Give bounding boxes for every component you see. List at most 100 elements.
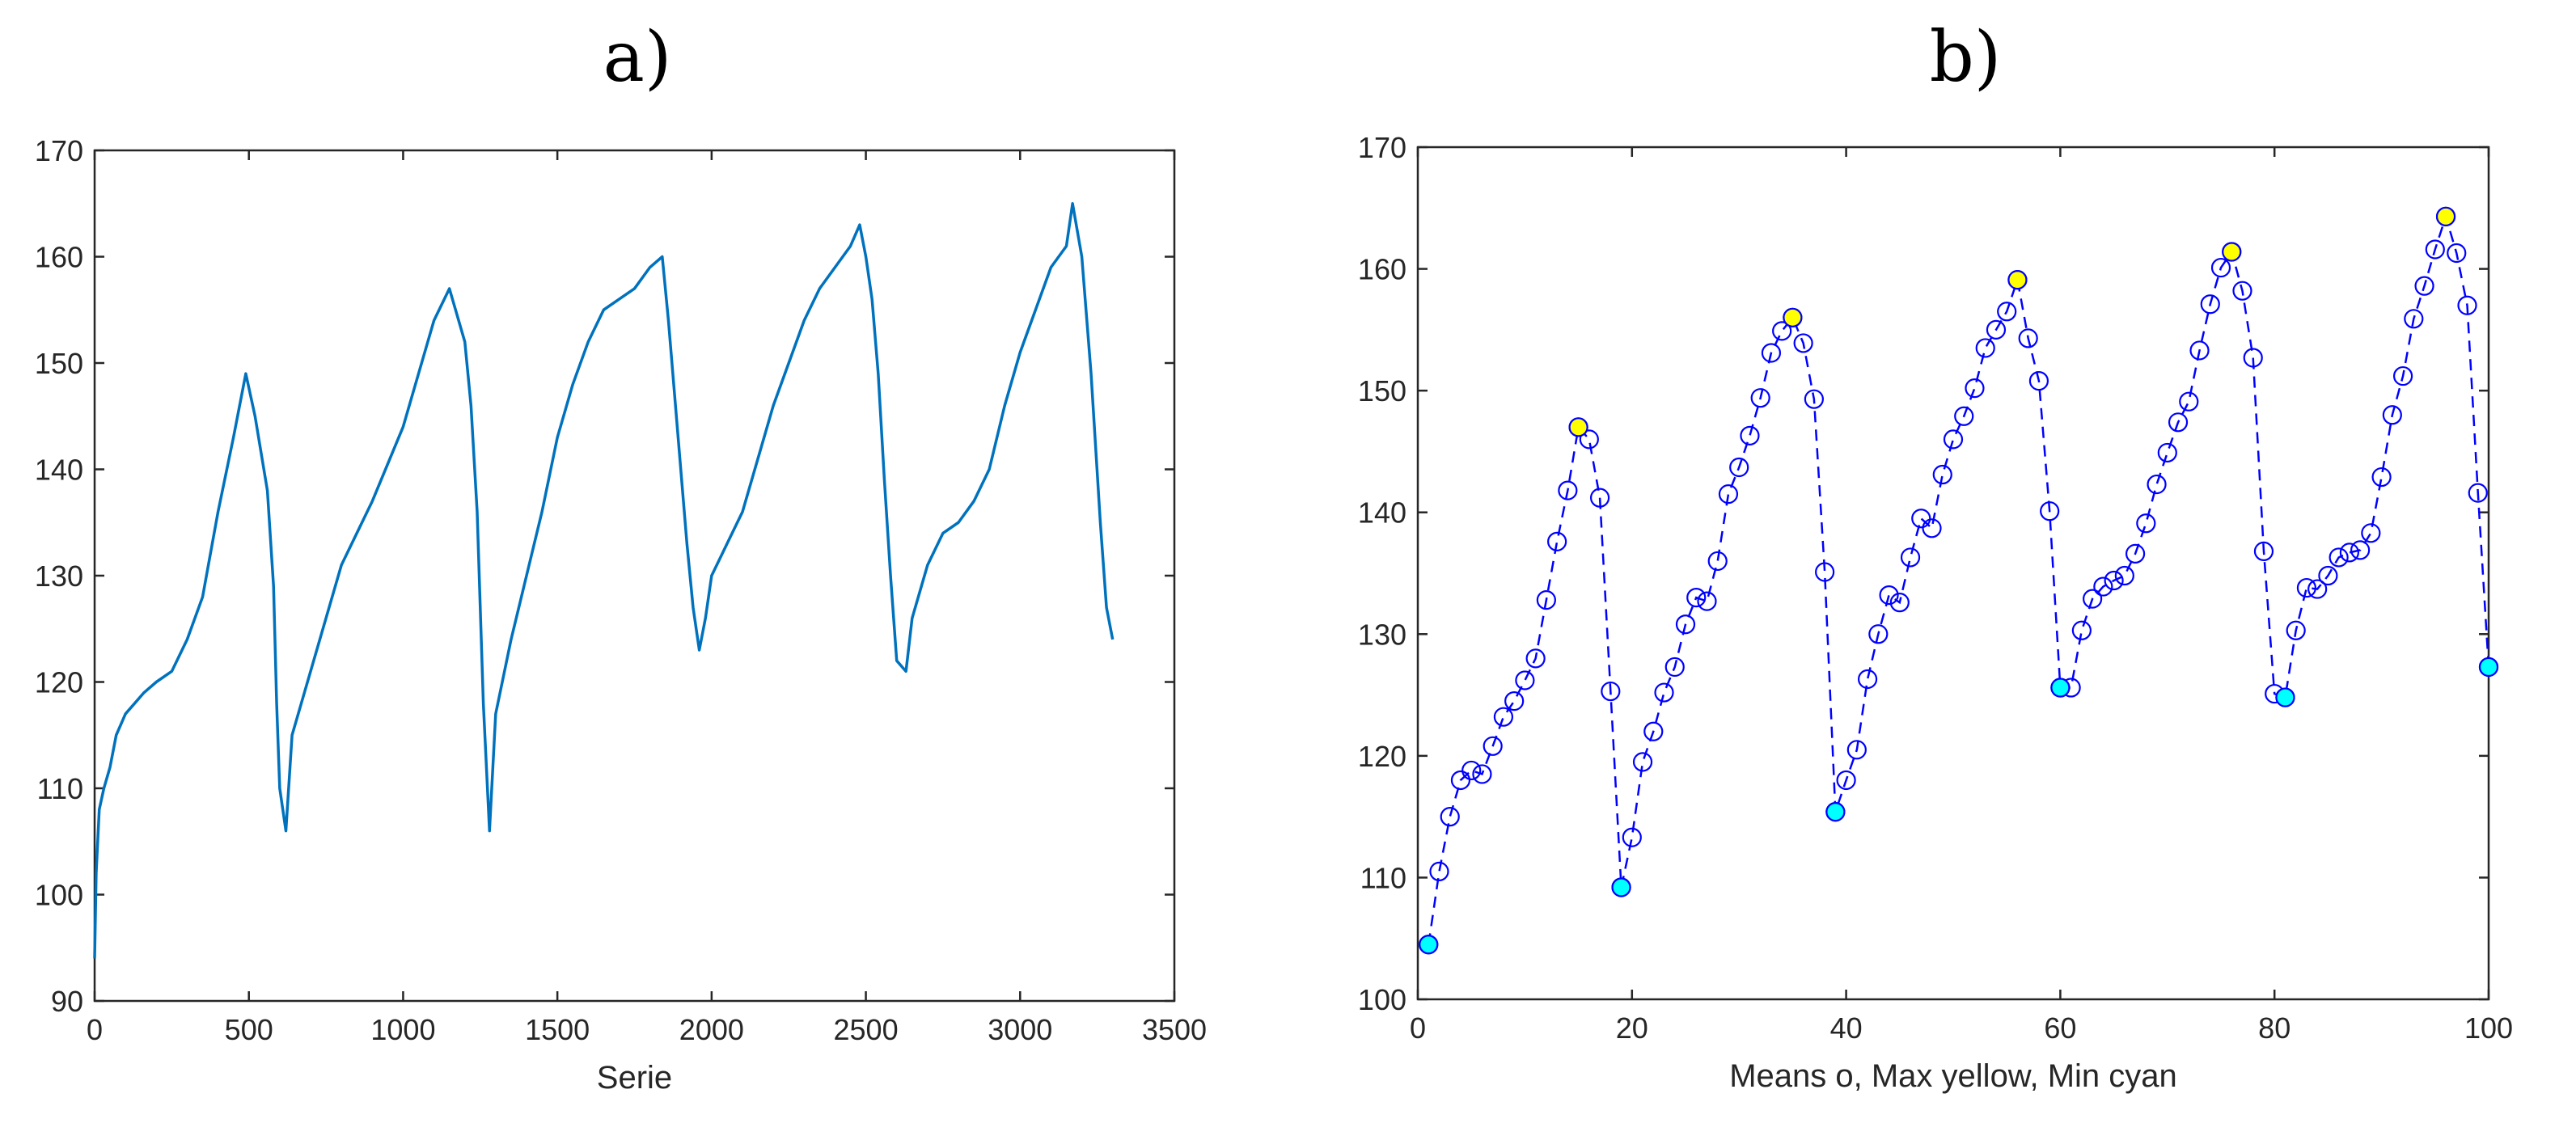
mean-point xyxy=(1504,690,1525,711)
chart-b: 0 20 40 60 80 100 100 110 120 130 140 150 160 170 Mean… xyxy=(1358,131,2513,1094)
mean-point xyxy=(1525,648,1546,669)
mean-point xyxy=(2157,442,2177,463)
mean-point xyxy=(1718,484,1739,505)
plot-frame xyxy=(1416,146,2490,1001)
y-tick-label: 100 xyxy=(35,879,83,912)
panel-b-label: b) xyxy=(1930,17,2002,98)
mean-point xyxy=(2253,541,2274,561)
mean-point xyxy=(1515,670,1535,690)
mean-point xyxy=(1729,457,1749,478)
mean-point xyxy=(2361,523,2381,543)
mean-point xyxy=(2425,239,2445,260)
plot-frame xyxy=(93,149,1176,1003)
y-tick-label: 160 xyxy=(35,241,83,274)
mean-point xyxy=(1846,740,1867,760)
panel-a-label: a) xyxy=(603,17,672,98)
mean-point xyxy=(1922,518,1942,538)
mean-point xyxy=(1761,343,1782,363)
mean-point xyxy=(1697,591,1717,611)
mean-point xyxy=(2371,467,2392,488)
x-tick-label: 40 xyxy=(1830,1011,1863,1045)
y-tick-label: 170 xyxy=(1358,131,1406,164)
mean-point xyxy=(1654,682,1674,703)
x-axis-label: Means o, Max yellow, Min cyan xyxy=(1729,1058,2177,1094)
mean-point xyxy=(2329,547,2349,568)
mean-point xyxy=(1997,302,2017,322)
mean-point xyxy=(1900,547,1921,568)
y-tick-label: 110 xyxy=(37,772,83,805)
mean-point xyxy=(1622,827,1642,847)
mean-point xyxy=(1932,464,1952,485)
x-tick-label: 500 xyxy=(225,1013,273,1046)
mean-point xyxy=(2232,281,2252,301)
min-point xyxy=(1419,935,1439,955)
x-tick-label: 3000 xyxy=(988,1013,1052,1046)
min-point xyxy=(2478,657,2499,678)
y-tick-label: 90 xyxy=(51,985,83,1018)
mean-point xyxy=(2210,257,2231,278)
x-tick-label: 0 xyxy=(87,1013,103,1046)
mean-point xyxy=(1686,588,1707,608)
mean-point xyxy=(1643,721,1664,741)
y-tick-label: 140 xyxy=(1358,496,1406,530)
mean-point xyxy=(1429,861,1449,882)
mean-point xyxy=(2339,543,2359,563)
min-point xyxy=(1825,802,1846,822)
max-point xyxy=(2007,270,2028,290)
y-tick-label: 140 xyxy=(35,454,83,487)
mean-point xyxy=(2296,577,2317,598)
mean-point xyxy=(2286,620,2306,640)
y-tick-label: 110 xyxy=(1360,861,1406,894)
y-tick-label: 100 xyxy=(1358,983,1406,1016)
mean-point xyxy=(2125,543,2146,564)
mean-point xyxy=(2179,391,2199,412)
mean-point xyxy=(1589,488,1610,508)
x-tick-label: 20 xyxy=(1616,1011,1648,1045)
max-point xyxy=(2222,242,2242,262)
x-tick-label: 100 xyxy=(2464,1011,2513,1045)
x-tick-label: 80 xyxy=(2258,1011,2290,1045)
mean-point xyxy=(1707,551,1728,572)
mean-point xyxy=(1601,681,1621,702)
x-tick-label: 2500 xyxy=(834,1013,899,1046)
mean-point xyxy=(1664,657,1685,678)
y-tick-label: 150 xyxy=(1358,374,1406,407)
mean-point xyxy=(2093,576,2113,597)
mean-point xyxy=(1536,590,1556,610)
mean-point xyxy=(2114,565,2134,586)
chart-a: 0 500 1000 1500 2000 2500 3000 3500 90 100 110 120 1… xyxy=(35,134,1207,1096)
x-axis-label: Serie xyxy=(597,1060,672,1096)
y-tick-label: 130 xyxy=(1358,618,1406,651)
mean-point xyxy=(1750,388,1770,408)
mean-point xyxy=(1965,378,1985,399)
mean-point xyxy=(1440,807,1460,827)
mean-point xyxy=(2404,309,2424,329)
mean-point xyxy=(2414,276,2434,296)
mean-point xyxy=(1815,562,1835,582)
series-mean-line xyxy=(1428,213,2490,945)
mean-point xyxy=(1547,531,1567,551)
y-tick-label: 150 xyxy=(35,347,83,380)
mean-point xyxy=(2104,570,2124,591)
mean-point xyxy=(2028,370,2049,391)
max-point xyxy=(1783,307,1803,327)
mean-point xyxy=(1804,389,1824,409)
max-point xyxy=(1568,417,1588,437)
x-tick-label: 1000 xyxy=(370,1013,435,1046)
series-line xyxy=(93,202,1115,959)
mean-point xyxy=(2468,483,2488,503)
y-tick-label: 170 xyxy=(35,134,83,167)
y-tick-label: 120 xyxy=(35,666,83,699)
mean-point xyxy=(2018,328,2038,348)
x-tick-label: 1500 xyxy=(525,1013,590,1046)
mean-point xyxy=(1772,321,1792,341)
mean-point xyxy=(1461,760,1482,781)
mean-point xyxy=(1558,480,1578,500)
mean-point xyxy=(2457,295,2477,315)
mean-point xyxy=(1857,669,1878,690)
mean-point xyxy=(1879,585,1899,606)
mean-point xyxy=(1483,736,1503,756)
x-tick-label: 60 xyxy=(2044,1011,2076,1045)
mean-point xyxy=(1954,406,1974,426)
